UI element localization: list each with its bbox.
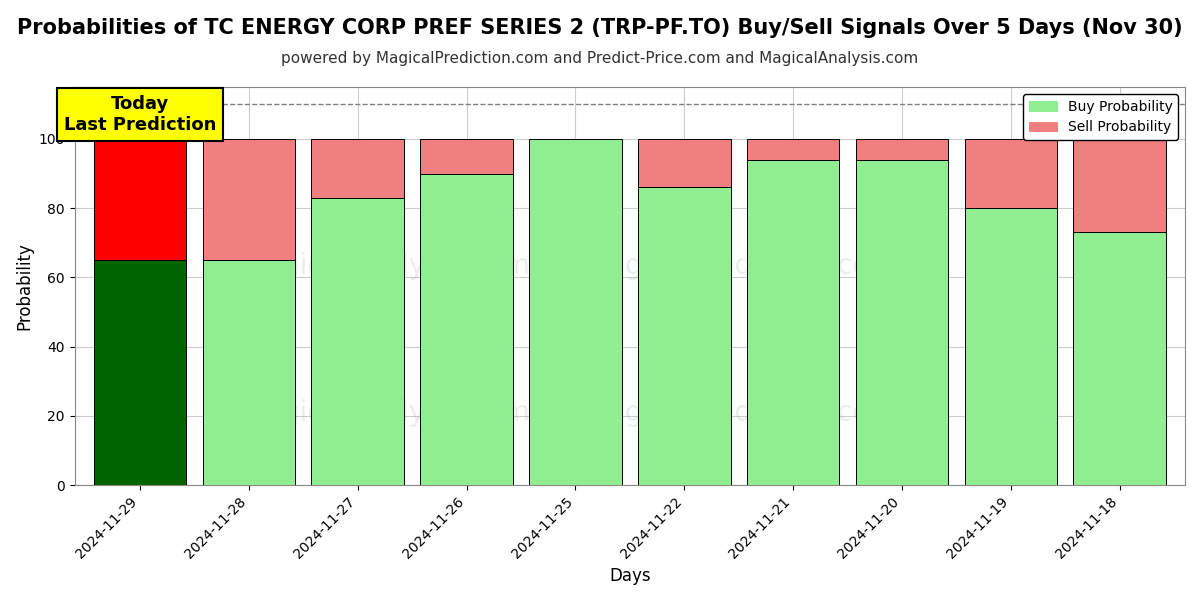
Text: MagicalPrediction.com: MagicalPrediction.com [584, 400, 898, 427]
X-axis label: Days: Days [610, 567, 650, 585]
Text: powered by MagicalPrediction.com and Predict-Price.com and MagicalAnalysis.com: powered by MagicalPrediction.com and Pre… [281, 51, 919, 66]
Bar [856, 139, 948, 160]
Text: MagicalPrediction.com: MagicalPrediction.com [584, 252, 898, 280]
Text: MagicalAnalysis.com: MagicalAnalysis.com [241, 400, 530, 427]
Y-axis label: Probability: Probability [16, 242, 34, 330]
Text: Today
Last Prediction: Today Last Prediction [64, 95, 216, 134]
Bar [746, 160, 839, 485]
Bar [312, 139, 404, 198]
Text: MagicalAnalysis.com: MagicalAnalysis.com [241, 252, 530, 280]
Bar [638, 139, 731, 187]
Bar [529, 139, 622, 485]
Bar [94, 139, 186, 260]
Bar [746, 139, 839, 160]
Bar [312, 198, 404, 485]
Bar [94, 260, 186, 485]
Bar [1074, 232, 1166, 485]
Bar [203, 260, 295, 485]
Bar [1074, 139, 1166, 232]
Bar [965, 208, 1057, 485]
Bar [203, 139, 295, 260]
Bar [638, 187, 731, 485]
Bar [420, 173, 512, 485]
Legend: Buy Probability, Sell Probability: Buy Probability, Sell Probability [1024, 94, 1178, 140]
Bar [965, 139, 1057, 208]
Text: Probabilities of TC ENERGY CORP PREF SERIES 2 (TRP-PF.TO) Buy/Sell Signals Over : Probabilities of TC ENERGY CORP PREF SER… [17, 18, 1183, 38]
Bar [856, 160, 948, 485]
Bar [420, 139, 512, 173]
